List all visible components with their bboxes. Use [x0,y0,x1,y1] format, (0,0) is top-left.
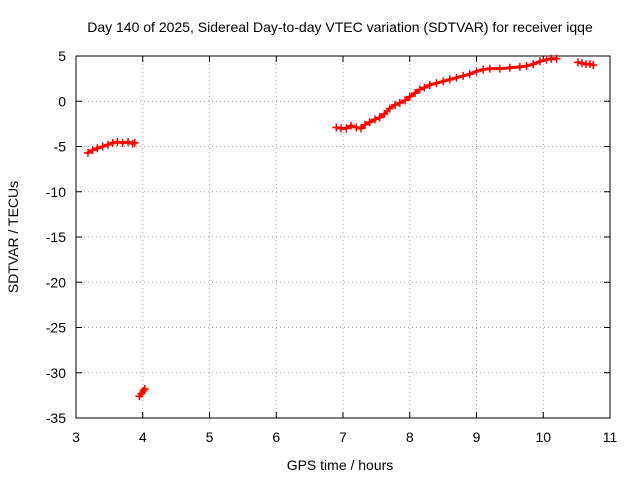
data-point [347,121,356,130]
data-point [425,80,434,89]
data-point [505,63,514,72]
x-tick-label: 7 [339,429,347,445]
data-point [420,83,429,92]
data-point [375,113,384,122]
data-point [552,54,561,63]
y-tick-label: -10 [46,184,66,200]
data-point [130,138,139,147]
data-point [495,64,504,73]
x-tick-label: 11 [603,429,618,445]
data-point [452,73,461,82]
x-tick-label: 6 [272,429,280,445]
chart-title: Day 140 of 2025, Sidereal Day-to-day VTE… [87,19,593,35]
axis-ticks [75,55,611,419]
data-point [439,77,448,86]
data-points [84,54,598,401]
data-point [113,137,122,146]
data-point [361,120,370,129]
data-point [128,139,137,148]
data-point [365,118,374,127]
data-point [118,138,127,147]
x-axis-label: GPS time / hours [287,457,394,473]
data-point [104,140,113,149]
data-point [485,64,494,73]
y-tick-label: -5 [54,139,67,155]
x-tick-labels: 3 4 5 6 7 8 9 10 11 [72,429,617,445]
data-point [573,58,582,67]
y-tick-label: 5 [58,48,66,64]
data-point [352,123,361,132]
data-point [432,79,441,88]
y-tick-label: -20 [46,274,66,290]
data-point [535,57,544,66]
y-axis-label: SDTVAR / TECUs [5,181,21,293]
y-tick-label: -30 [46,365,66,381]
data-point [140,385,149,394]
y-tick-label: -35 [46,410,66,426]
data-point [415,85,424,94]
data-point [139,386,148,395]
series-segment-4 [573,58,598,70]
data-point [577,59,586,68]
y-tick-labels: 5 0 -5 -10 -15 -20 -25 -30 -35 [46,48,66,426]
data-point [84,148,93,157]
x-tick-label: 8 [406,429,414,445]
data-point [589,61,598,70]
grid [76,56,610,418]
data-point [124,137,133,146]
data-point [391,100,400,109]
data-point [380,109,389,118]
data-point [88,146,97,155]
data-point [515,62,524,71]
data-point [108,138,117,147]
data-point [472,67,481,76]
x-tick-label: 9 [473,429,481,445]
data-point [479,65,488,74]
data-point [332,123,341,132]
data-point [385,104,394,113]
y-tick-label: -15 [46,229,66,245]
data-point [371,115,380,124]
series-segment-3 [332,54,561,133]
data-point [342,124,351,133]
data-point [395,99,404,108]
data-point [357,124,366,133]
data-point [98,142,107,151]
y-tick-label: -25 [46,320,66,336]
series-segment-1 [84,137,139,157]
data-point [405,92,414,101]
data-point [401,96,410,105]
x-tick-label: 10 [535,429,551,445]
x-tick-label: 5 [206,429,214,445]
data-point [542,55,551,64]
data-point [522,61,531,70]
series-segment-2 [135,385,149,401]
data-point [93,144,102,153]
x-tick-label: 3 [72,429,80,445]
y-tick-label: 0 [58,93,66,109]
data-point [445,75,454,84]
data-point [465,70,474,79]
x-tick-label: 4 [139,429,147,445]
data-point [529,60,538,69]
data-point [411,89,420,98]
data-point [459,71,468,80]
